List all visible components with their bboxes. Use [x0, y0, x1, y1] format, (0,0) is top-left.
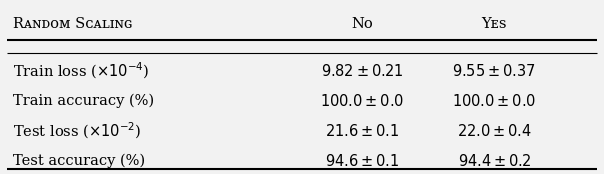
- Text: Rᴀɴᴅᴏᴍ Sᴄᴀʟɪɴɢ: Rᴀɴᴅᴏᴍ Sᴄᴀʟɪɴɢ: [13, 17, 133, 31]
- Text: Yᴇs: Yᴇs: [481, 17, 507, 31]
- Text: $94.4 \pm 0.2$: $94.4 \pm 0.2$: [458, 153, 531, 169]
- Text: Train accuracy (%): Train accuracy (%): [13, 93, 155, 108]
- Text: $9.82 \pm 0.21$: $9.82 \pm 0.21$: [321, 63, 403, 79]
- Text: $21.6 \pm 0.1$: $21.6 \pm 0.1$: [325, 123, 399, 139]
- Text: Train loss ($\times10^{-4}$): Train loss ($\times10^{-4}$): [13, 61, 150, 81]
- Text: Test accuracy (%): Test accuracy (%): [13, 153, 146, 168]
- Text: $100.0 \pm 0.0$: $100.0 \pm 0.0$: [452, 93, 536, 109]
- Text: $94.6 \pm 0.1$: $94.6 \pm 0.1$: [325, 153, 399, 169]
- Text: Test loss ($\times10^{-2}$): Test loss ($\times10^{-2}$): [13, 120, 142, 141]
- Text: $100.0 \pm 0.0$: $100.0 \pm 0.0$: [320, 93, 404, 109]
- Text: $22.0 \pm 0.4$: $22.0 \pm 0.4$: [457, 123, 532, 139]
- Text: $9.55 \pm 0.37$: $9.55 \pm 0.37$: [452, 63, 536, 79]
- Text: Nᴏ: Nᴏ: [352, 17, 373, 31]
